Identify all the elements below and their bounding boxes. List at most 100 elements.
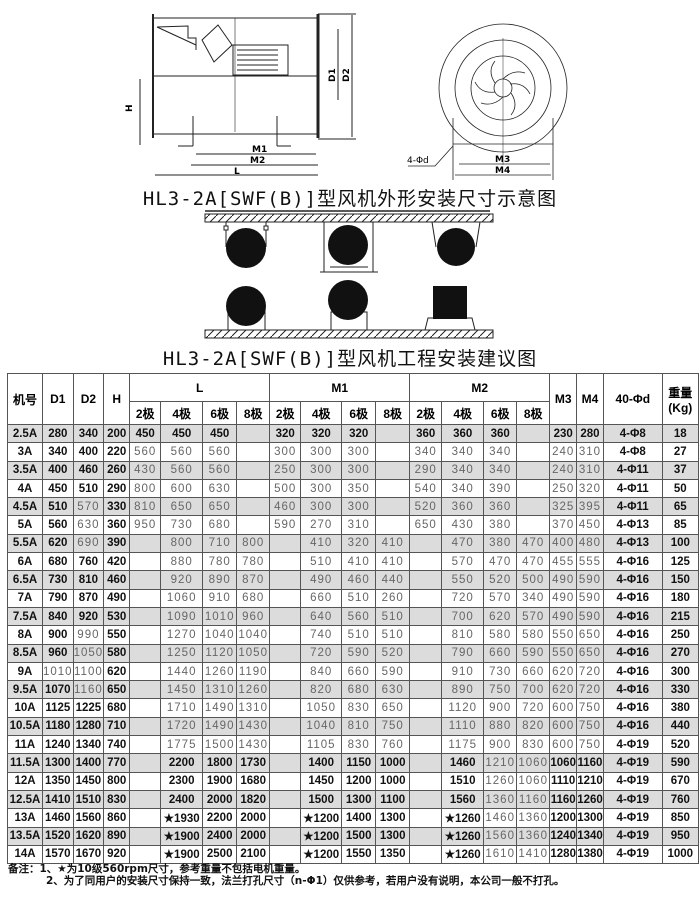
table-cell: 910 xyxy=(441,661,485,682)
table-cell xyxy=(375,478,411,499)
table-cell: 790 xyxy=(441,643,485,663)
table-cell: 400 xyxy=(549,533,578,554)
table-cell: 1160 xyxy=(72,680,105,700)
table-cell: 12.5A xyxy=(7,789,43,810)
table-cell: 1280 xyxy=(72,716,105,737)
table-cell: 1050 xyxy=(300,698,343,718)
side-view-drawing xyxy=(139,13,356,176)
table-cell: 380 xyxy=(483,533,518,554)
table-cell xyxy=(269,844,302,865)
table-cell: 810 xyxy=(129,497,162,517)
table-cell: 550 xyxy=(549,625,578,645)
table-cell xyxy=(129,753,162,773)
table-cell: 920 xyxy=(72,606,105,627)
col-weight: 重量 (Kg) xyxy=(661,373,699,425)
table-cell xyxy=(269,735,302,755)
table-cell: 660 xyxy=(341,661,377,682)
table-cell: 9.5A xyxy=(7,680,43,700)
table-cell: 620 xyxy=(549,680,578,700)
table-cell: 360 xyxy=(483,423,518,444)
table-cell: 570 xyxy=(441,552,485,572)
table-cell: 720 xyxy=(576,680,604,700)
table-cell: 1610 xyxy=(483,844,518,865)
label-d2: D2 xyxy=(342,68,352,82)
table-cell: 540 xyxy=(409,478,443,499)
table-cell: 450 xyxy=(576,515,604,535)
table-cell: 4-Φ19 xyxy=(602,808,663,828)
table-cell: 1040 xyxy=(300,716,343,737)
col-l: L xyxy=(129,373,271,402)
table-cell: 300 xyxy=(300,478,343,499)
notes-prefix: 备注： xyxy=(8,863,40,875)
table-cell: 1240 xyxy=(42,735,74,755)
table-row: 12.5A 1410 1510 830 2400 2000 1820 1500 1300 1100… xyxy=(7,789,699,810)
table-cell: 1800 xyxy=(202,753,238,773)
table-cell xyxy=(409,606,443,627)
table-cell xyxy=(129,844,162,865)
table-cell xyxy=(516,442,551,462)
table-cell: 650 xyxy=(202,497,238,517)
table-cell xyxy=(409,588,443,608)
table-cell: 680 xyxy=(103,698,131,718)
table-cell: 310 xyxy=(341,515,377,535)
table-cell: 300 xyxy=(269,442,302,462)
table-cell: 4-Φ8 xyxy=(602,442,663,462)
table-cell: 555 xyxy=(576,552,604,572)
table-cell: 360 xyxy=(409,423,443,444)
table-cell: 510 xyxy=(375,606,411,627)
table-cell: 780 xyxy=(236,552,271,572)
table-cell: 2000 xyxy=(202,789,238,810)
table-cell: 580 xyxy=(516,625,551,645)
col-m2-pole-2: 4极 xyxy=(441,401,485,425)
table-cell: 530 xyxy=(103,606,131,627)
label-m4: M4 xyxy=(495,166,510,176)
table-row: 7.5A 840 920 530 1090 1010 960 640 560 510 700 620 5… xyxy=(7,606,699,627)
table-cell: 50 xyxy=(661,478,699,499)
note-2: 2、为了同用户的安装尺寸保持一致，法兰打孔尺寸（n-Φ1）仅供参考，若用户没有说… xyxy=(46,875,565,887)
table-cell: 320 xyxy=(269,423,302,444)
table-cell: 960 xyxy=(236,606,271,627)
table-cell: 1460 xyxy=(42,808,74,828)
table-cell: 690 xyxy=(72,533,105,554)
table-cell: 37 xyxy=(661,460,699,480)
table-cell: 300 xyxy=(341,497,377,517)
table-cell: ★1200 xyxy=(300,844,343,865)
table-cell: 520 xyxy=(661,735,699,755)
table-cell: 560 xyxy=(129,442,162,462)
table-cell: 300 xyxy=(300,460,343,480)
table-cell: 650 xyxy=(409,515,443,535)
col-l-pole-2: 4极 xyxy=(160,401,204,425)
table-cell xyxy=(269,533,302,554)
table-cell: 1260 xyxy=(236,680,271,700)
table-cell: 450 xyxy=(160,423,204,444)
table-cell: 5A xyxy=(7,515,43,535)
table-cell: 670 xyxy=(661,771,699,791)
table-cell: 1000 xyxy=(375,753,411,773)
table-cell: 600 xyxy=(549,735,578,755)
table-cell: 1225 xyxy=(72,698,105,718)
table-cell: 590 xyxy=(269,515,302,535)
table-cell: 5.5A xyxy=(7,533,43,554)
table-cell: 320 xyxy=(576,478,604,499)
table-cell: 660 xyxy=(516,661,551,682)
table-cell: 630 xyxy=(375,680,411,700)
table-cell: 660 xyxy=(483,643,518,663)
table-cell: 260 xyxy=(103,460,131,480)
table-cell xyxy=(375,442,411,462)
col-m1-pole-4: 8极 xyxy=(375,401,411,425)
table-cell: 125 xyxy=(661,552,699,572)
table-cell: 1010 xyxy=(42,661,74,682)
table-cell: 1100 xyxy=(72,661,105,682)
table-cell: 730 xyxy=(42,570,74,590)
table-cell: 4-Φ19 xyxy=(602,826,663,846)
table-cell xyxy=(409,735,443,755)
col-m1-pole-2: 4极 xyxy=(300,401,343,425)
table-cell: 1250 xyxy=(160,643,204,663)
table-cell: 880 xyxy=(160,552,204,572)
installation-diagram-title: HL3-2A[SWF(B)]型风机工程安装建议图 xyxy=(162,348,538,370)
table-cell: 820 xyxy=(300,680,343,700)
table-cell: 4-Φ16 xyxy=(602,552,663,572)
table-cell: 1300 xyxy=(375,808,411,828)
table-cell: 900 xyxy=(42,625,74,645)
table-cell: 450 xyxy=(202,423,238,444)
